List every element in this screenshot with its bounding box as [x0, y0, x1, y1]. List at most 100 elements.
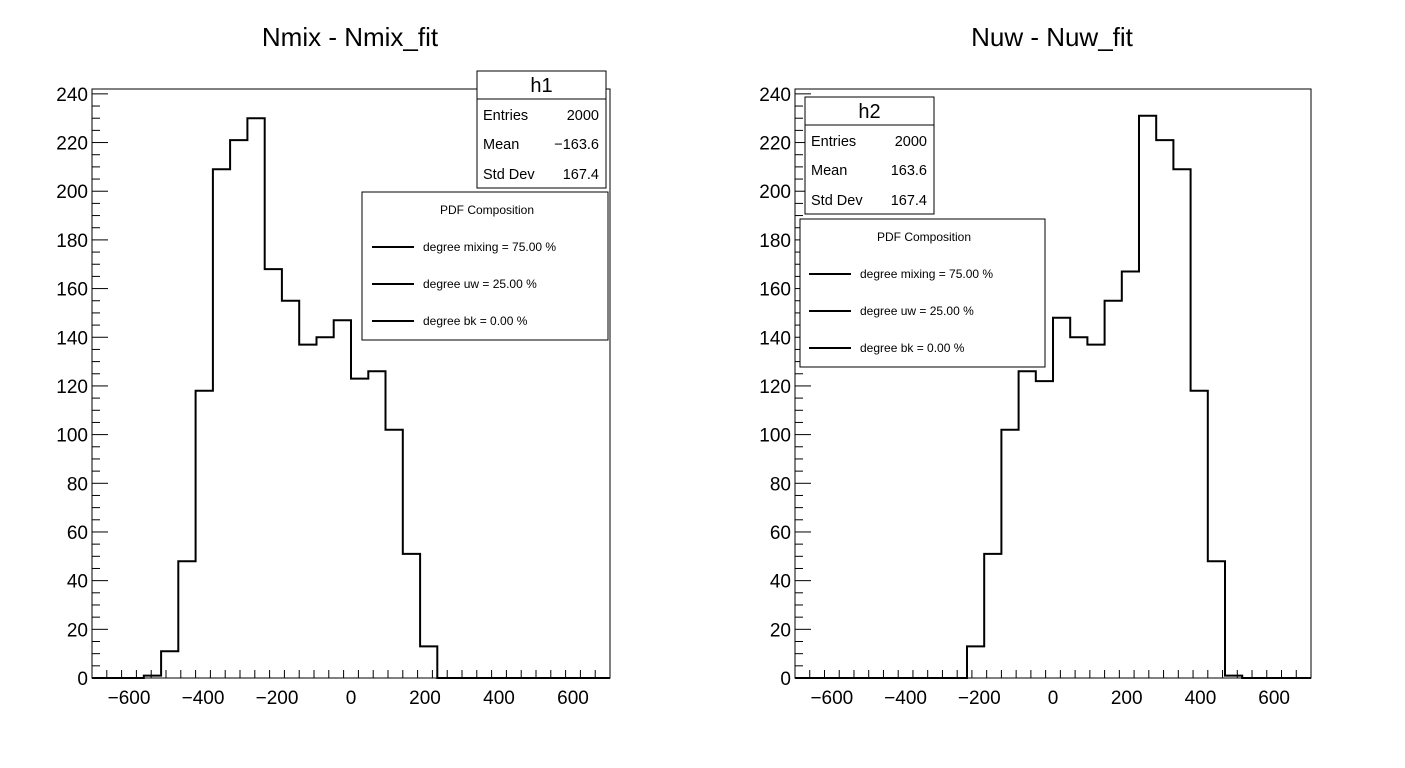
stats-value-entries: 2000	[567, 108, 599, 124]
histogram-bin	[247, 118, 264, 678]
x-tick-label: 600	[1258, 688, 1290, 709]
histogram-bin	[334, 320, 351, 678]
histogram-bin	[265, 269, 282, 678]
x-axis: −600 −400 −200 0 200 400 600	[91, 670, 611, 709]
y-tick-label: 180	[759, 231, 791, 252]
y-tick-label: 240	[56, 85, 88, 106]
histogram-bin	[403, 554, 420, 678]
stats-box-name: h1	[530, 75, 552, 97]
pad-left-histogram: Nmix - Nmix_fit −600 −400 −200 0 200 400 600 0…	[56, 22, 611, 709]
histogram-bin	[282, 301, 299, 678]
histogram-bin	[1139, 116, 1156, 678]
y-tick-label: 0	[77, 669, 88, 690]
x-tick-label: −200	[958, 688, 1001, 709]
stats-label-mean: Mean	[483, 137, 519, 153]
histogram-bin	[1036, 381, 1053, 678]
histogram-bin	[1208, 561, 1225, 678]
histogram-bin	[1173, 169, 1190, 678]
y-tick-label: 40	[770, 572, 791, 593]
y-tick-label: 120	[56, 377, 88, 398]
y-tick-label: 120	[759, 377, 791, 398]
y-tick-label: 100	[56, 426, 88, 447]
y-tick-label: 160	[56, 280, 88, 301]
legend-box: PDF Composition degree mixing = 75.00 % …	[799, 218, 1046, 368]
legend-box: PDF Composition degree mixing = 75.00 % …	[361, 191, 609, 341]
y-tick-label: 60	[770, 523, 791, 544]
legend-header: PDF Composition	[877, 230, 971, 244]
legend-entry-uw: degree uw = 25.00 %	[423, 277, 537, 291]
stats-label-stddev: Std Dev	[483, 167, 535, 183]
histogram-bin	[351, 379, 368, 678]
x-tick-label: 200	[1111, 688, 1143, 709]
stats-box: h2 Entries 2000 Mean 163.6 Std Dev 167.4	[804, 96, 935, 215]
y-tick-label: 60	[67, 523, 88, 544]
x-tick-label: 0	[1048, 688, 1059, 709]
histogram-bin	[386, 430, 403, 678]
chart-title: Nmix - Nmix_fit	[262, 22, 439, 52]
histogram-bin	[299, 345, 316, 678]
legend-entry-mixing: degree mixing = 75.00 %	[860, 267, 993, 281]
y-tick-label: 100	[759, 426, 791, 447]
x-tick-label: −400	[182, 688, 225, 709]
stats-value-mean: 163.6	[891, 163, 927, 179]
stats-value-entries: 2000	[895, 134, 927, 150]
y-tick-label: 200	[56, 182, 88, 203]
histogram-bin	[161, 651, 178, 678]
x-tick-label: −400	[884, 688, 927, 709]
stats-label-stddev: Std Dev	[811, 193, 863, 209]
stats-value-mean: −163.6	[554, 137, 599, 153]
histogram-bin	[420, 646, 437, 678]
legend-entry-uw: degree uw = 25.00 %	[860, 304, 974, 318]
y-tick-label: 20	[770, 620, 791, 641]
y-tick-label: 80	[770, 474, 791, 495]
histogram-bin	[984, 554, 1001, 678]
x-tick-label: 400	[483, 688, 515, 709]
y-tick-label: 200	[759, 182, 791, 203]
y-tick-label: 240	[759, 85, 791, 106]
histogram-bin	[368, 371, 385, 678]
y-tick-label: 20	[67, 620, 88, 641]
x-axis: −600 −400 −200 0 200 400 600	[794, 670, 1312, 709]
y-tick-label: 220	[56, 134, 88, 155]
legend-entry-mixing: degree mixing = 75.00 %	[423, 240, 556, 254]
y-tick-label: 220	[759, 134, 791, 155]
legend-entry-bk: degree bk = 0.00 %	[860, 341, 965, 355]
histogram-line	[795, 114, 1311, 679]
stats-box: h1 Entries 2000 Mean −163.6 Std Dev 167.…	[476, 70, 607, 189]
stats-label-entries: Entries	[483, 108, 528, 124]
y-axis: 0 20 40 60 80 100 120 140 160 180 200 220 240	[759, 85, 811, 690]
histogram-bin	[967, 646, 984, 678]
histogram-bin	[1001, 430, 1018, 678]
y-tick-label: 140	[759, 328, 791, 349]
y-tick-label: 40	[67, 572, 88, 593]
y-tick-label: 80	[67, 474, 88, 495]
histogram-bin	[1156, 140, 1173, 678]
y-tick-label: 0	[780, 669, 791, 690]
histogram-bin	[1053, 318, 1070, 678]
x-tick-label: 400	[1185, 688, 1217, 709]
x-tick-label: −200	[256, 688, 299, 709]
y-tick-label: 160	[759, 280, 791, 301]
histogram-bin	[1191, 391, 1208, 678]
histogram-line	[92, 117, 610, 679]
pad-right-histogram: Nuw - Nuw_fit −600 −400 −200 0 200 400 600 0 20…	[759, 22, 1312, 709]
stats-label-mean: Mean	[811, 163, 847, 179]
y-tick-label: 140	[56, 328, 88, 349]
histogram-bin	[178, 561, 195, 678]
histogram-bin	[1225, 676, 1242, 678]
histogram-bin	[196, 391, 213, 678]
x-tick-label: −600	[810, 688, 853, 709]
histogram-bin	[1105, 301, 1122, 678]
y-tick-label: 180	[56, 231, 88, 252]
histogram-bin	[230, 140, 247, 678]
histogram-bin	[1019, 371, 1036, 678]
chart-title: Nuw - Nuw_fit	[971, 22, 1134, 52]
x-tick-label: 200	[409, 688, 441, 709]
stats-label-entries: Entries	[811, 134, 856, 150]
y-axis: 0 20 40 60 80 100 120 140 160 180 200 220 240	[56, 85, 108, 690]
x-tick-label: −600	[108, 688, 151, 709]
stats-value-stddev: 167.4	[563, 167, 599, 183]
histogram-bin	[1087, 345, 1104, 678]
histogram-bin	[316, 337, 333, 678]
legend-entry-bk: degree bk = 0.00 %	[423, 314, 528, 328]
